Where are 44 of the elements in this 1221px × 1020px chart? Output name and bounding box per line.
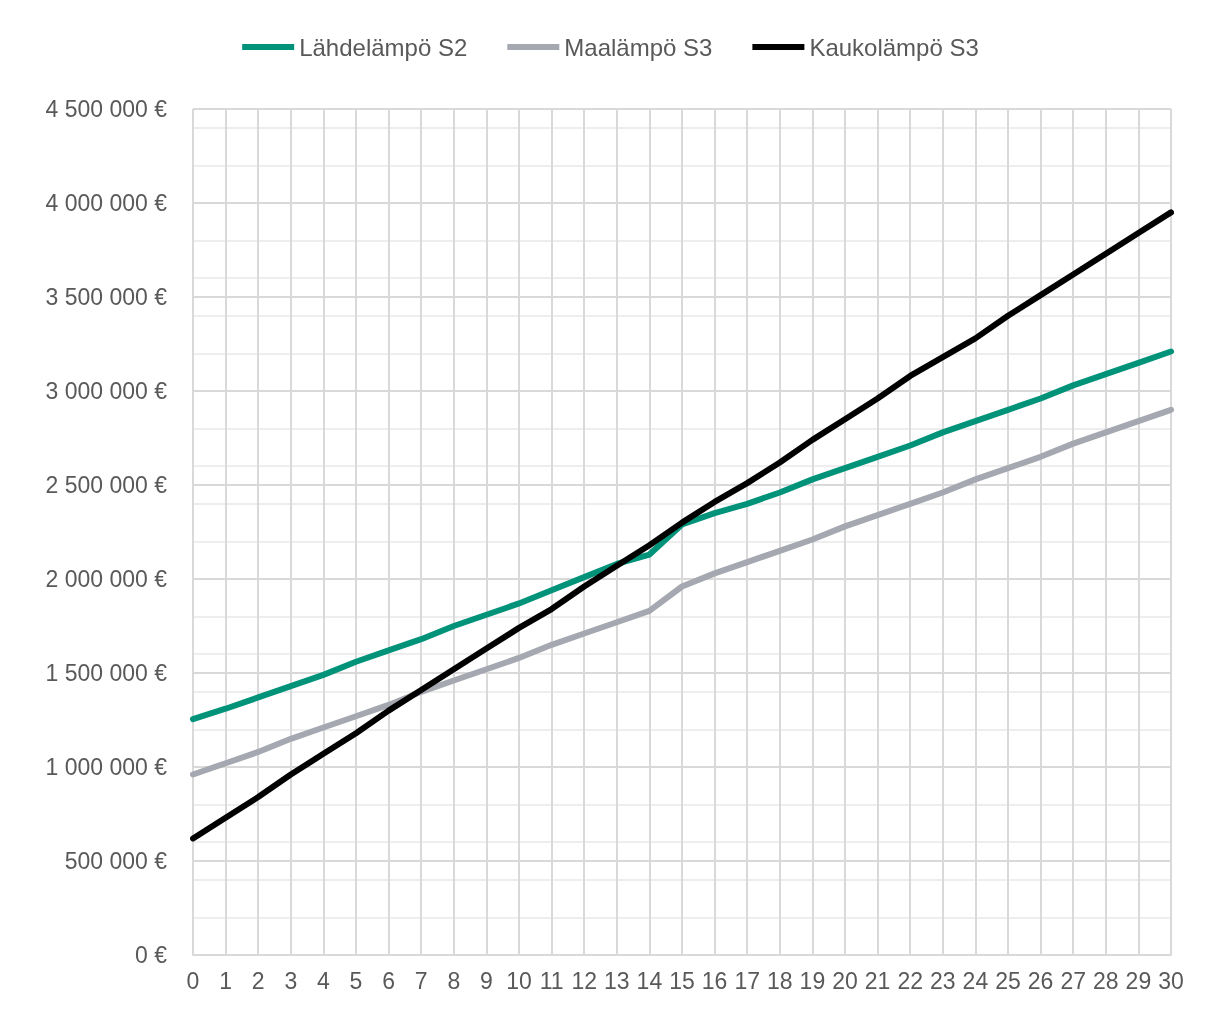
x-tick-label: 9 [480, 967, 493, 994]
y-tick-label: 3 000 000 € [45, 378, 168, 404]
legend-label: Kaukolämpö S3 [809, 33, 979, 61]
x-tick-label: 21 [864, 967, 891, 994]
x-tick-label: 30 [1158, 967, 1184, 994]
y-tick-label: 3 500 000 € [45, 284, 168, 310]
x-tick-label: 6 [382, 967, 395, 994]
x-tick-label: 14 [636, 967, 663, 994]
x-tick-label: 20 [832, 967, 858, 994]
x-tick-label: 19 [799, 967, 826, 994]
x-tick-label: 26 [1027, 967, 1054, 994]
x-tick-label: 4 [317, 967, 330, 994]
x-tick-label: 17 [734, 967, 760, 994]
x-tick-label: 5 [349, 967, 363, 994]
x-tick-label: 18 [767, 967, 793, 994]
x-tick-label: 27 [1060, 967, 1086, 994]
x-tick-label: 28 [1093, 967, 1119, 994]
x-tick-label: 8 [447, 967, 461, 994]
legend-label: Lähdelämpö S2 [299, 33, 468, 61]
x-tick-label: 29 [1125, 967, 1152, 994]
x-tick-label: 25 [995, 967, 1021, 994]
x-tick-label: 7 [414, 967, 428, 994]
y-tick-label: 4 500 000 € [45, 96, 168, 122]
x-tick-label: 1 [219, 967, 232, 994]
y-tick-label: 1 500 000 € [45, 660, 168, 686]
y-tick-label: 500 000 € [64, 848, 168, 874]
legend-label: Maalämpö S3 [564, 33, 713, 61]
x-tick-label: 10 [506, 967, 532, 994]
y-tick-label: 0 € [135, 942, 168, 968]
y-tick-label: 2 500 000 € [45, 472, 168, 498]
x-tick-label: 3 [284, 967, 298, 994]
y-tick-label: 4 000 000 € [45, 190, 168, 216]
x-tick-label: 2 [251, 967, 265, 994]
x-tick-label: 16 [701, 967, 728, 994]
x-tick-label: 24 [962, 967, 989, 994]
x-tick-label: 13 [604, 967, 630, 994]
x-tick-label: 22 [897, 967, 923, 994]
x-tick-label: 0 [186, 967, 200, 994]
x-tick-label: 12 [571, 967, 597, 994]
y-tick-label: 1 000 000 € [45, 754, 168, 780]
x-tick-label: 11 [539, 967, 564, 994]
x-tick-label: 23 [930, 967, 956, 994]
x-tick-label: 15 [669, 967, 695, 994]
y-tick-label: 2 000 000 € [45, 566, 168, 592]
